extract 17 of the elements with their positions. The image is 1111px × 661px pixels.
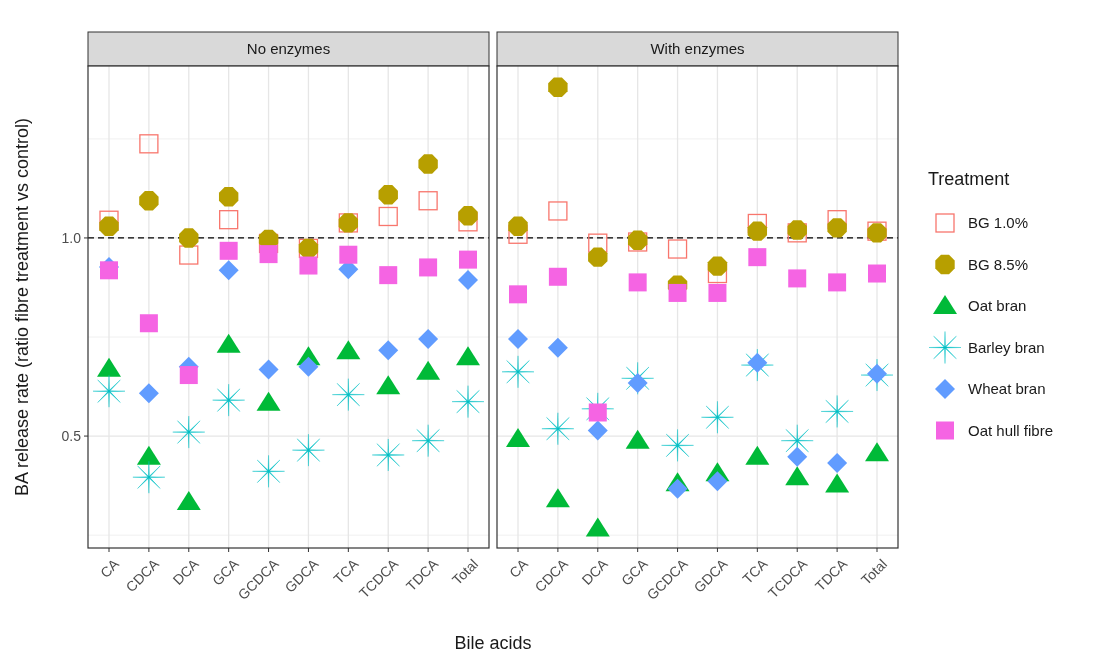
legend-label: BG 8.5% [968,255,1029,273]
legend-label: Oat bran [968,297,1027,314]
legend-title: Treatment [928,169,1010,189]
x-tick-label: TCA [739,555,771,587]
legend-label: Oat hull fibre [968,421,1054,439]
x-tick-label: TCA [330,555,362,587]
x-axis-title: Bile acids [454,633,532,653]
x-tick-label: CA [96,555,123,581]
chart-title: With enzymes [650,40,745,57]
x-tick-label: CA [505,555,532,581]
legend-label: Wheat bran [968,380,1046,397]
y-tick-label: 1.0 [61,229,82,246]
legend-label: Barley bran [968,338,1045,356]
y-axis-title: BA release rate (ratio fibre treatment vs control) [12,117,32,497]
chart-title: No enzymes [246,40,331,57]
legend-label: BG 1.0% [968,214,1029,231]
y-tick-label: 0.5 [61,428,82,445]
